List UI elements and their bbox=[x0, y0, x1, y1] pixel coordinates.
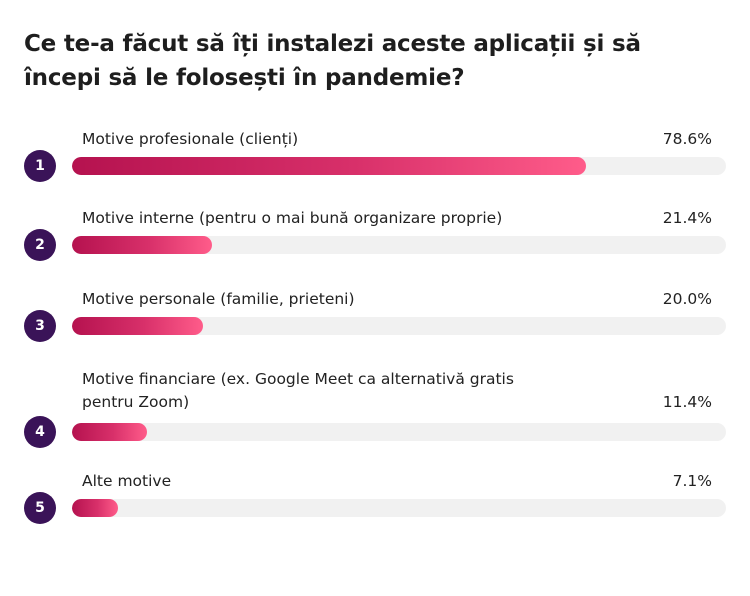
bar-value-label: 20.0% bbox=[662, 290, 712, 308]
bar-label: pentru Zoom) bbox=[82, 393, 190, 411]
bar-value-label: 7.1% bbox=[672, 472, 712, 490]
bar-label: Motive financiare (ex. Google Meet ca al… bbox=[82, 370, 514, 388]
bar-track bbox=[72, 236, 726, 254]
bar-track bbox=[72, 317, 726, 335]
bar-value-label: 78.6% bbox=[662, 130, 712, 148]
bar-label: Alte motive bbox=[82, 472, 172, 490]
bar-value-label: 21.4% bbox=[662, 209, 712, 227]
bar bbox=[72, 423, 147, 441]
rank-badge: 2 bbox=[24, 229, 56, 261]
rank-badge: 3 bbox=[24, 310, 56, 342]
rank-badge: 4 bbox=[24, 416, 56, 448]
bar bbox=[72, 317, 203, 335]
bar bbox=[72, 236, 212, 254]
bar bbox=[72, 157, 586, 175]
rank-badge: 5 bbox=[24, 492, 56, 524]
bar-label: Motive personale (familie, prieteni) bbox=[82, 290, 355, 308]
bar-label: Motive profesionale (clienți) bbox=[82, 130, 299, 148]
bar-label: Motive interne (pentru o mai bună organi… bbox=[82, 209, 503, 227]
bar-value-label: 11.4% bbox=[662, 393, 712, 411]
bar-track bbox=[72, 157, 726, 175]
bar bbox=[72, 499, 118, 517]
bar-track bbox=[72, 499, 726, 517]
bar-track bbox=[72, 423, 726, 441]
chart-title: Ce te-a făcut să îți instalezi aceste ap… bbox=[24, 31, 641, 91]
rank-badge: 1 bbox=[24, 150, 56, 182]
